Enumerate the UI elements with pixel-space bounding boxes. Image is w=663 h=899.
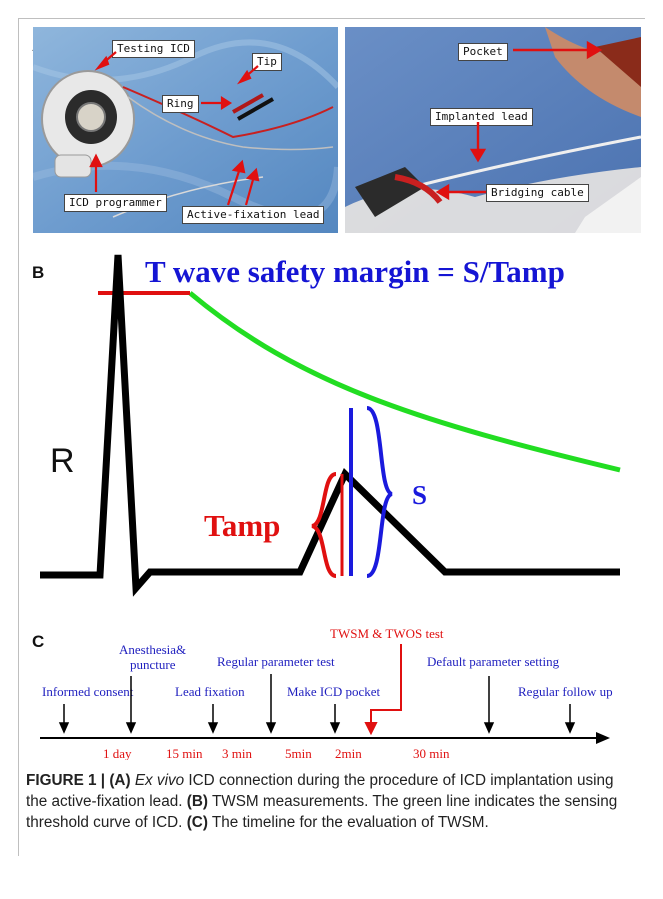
tamp-label: Tamp — [204, 508, 280, 543]
figure-frame — [18, 18, 645, 856]
timeline-axis-arrowhead — [596, 732, 610, 744]
panel-c-timeline: Informed consent Anesthesia& puncture Le… — [40, 626, 613, 760]
label-ring: Ring — [162, 95, 199, 113]
interval-3-min: 3 min — [222, 746, 252, 760]
figure-caption: FIGURE 1 | (A) Ex vivo ICD connection du… — [26, 770, 638, 833]
event-informed-consent: Informed consent — [42, 684, 134, 699]
event-arrows — [58, 674, 576, 734]
label-testing-icd: Testing ICD — [112, 40, 195, 58]
caption-part-a-tag: (A) — [109, 772, 131, 789]
label-tip: Tip — [252, 53, 282, 71]
caption-part-c-tag: (C) — [186, 814, 208, 831]
caption-part-a-italic: Ex vivo — [134, 772, 185, 789]
label-pocket: Pocket — [458, 43, 508, 61]
panel-c-letter: C — [32, 632, 45, 651]
event-regular-follow-up: Regular follow up — [518, 684, 613, 699]
caption-part-b-text: TWSM measurements. The green line indica… — [26, 793, 618, 831]
label-active-fixation-lead: Active-fixation lead — [182, 206, 325, 224]
r-wave-label: R — [50, 442, 75, 480]
s-brace — [366, 406, 394, 578]
event-anesthesia-line2: puncture — [130, 657, 176, 672]
event-anesthesia-line1: Anesthesia& — [119, 642, 186, 657]
event-lead-fixation: Lead fixation — [175, 684, 245, 699]
sensing-threshold-curve — [188, 291, 621, 473]
label-bridging-cable: Bridging cable — [486, 184, 589, 202]
interval-2min: 2min — [335, 746, 362, 760]
s-label: S — [412, 480, 427, 510]
panel-b-title: T wave safety margin = S/Tamp — [145, 254, 565, 289]
label-implanted-lead: Implanted lead — [430, 108, 533, 126]
panel-b-diagram: T wave safety margin = S/Tamp R Tamp S — [40, 254, 621, 597]
interval-30-min: 30 min — [413, 746, 450, 760]
label-icd-programmer: ICD programmer — [64, 194, 167, 212]
event-regular-parameter-test: Regular parameter test — [217, 654, 335, 669]
panel-a-arrows — [89, 51, 260, 206]
interval-15-min: 15 min — [166, 746, 203, 760]
event-twsm-twos-test: TWSM & TWOS test — [330, 626, 444, 641]
caption-part-c-text: The timeline for the evaluation of TWSM. — [207, 814, 489, 831]
twsm-arrow — [364, 644, 402, 736]
caption-part-a-text: ICD connection during the procedure of I… — [26, 772, 614, 810]
panel-a-right-arrows — [435, 40, 603, 201]
interval-5min: 5min — [285, 746, 312, 760]
event-make-icd-pocket: Make ICD pocket — [287, 684, 381, 699]
interval-1-day: 1 day — [103, 746, 132, 760]
panel-b-letter: B — [32, 263, 45, 282]
caption-figure-label: FIGURE 1 | — [26, 772, 106, 789]
event-anesthesia: Anesthesia& puncture — [119, 642, 189, 672]
caption-part-b-tag: (B) — [186, 793, 208, 810]
tamp-brace — [311, 472, 337, 578]
event-default-parameter-setting: Default parameter setting — [427, 654, 560, 669]
ecg-trace — [40, 254, 620, 597]
